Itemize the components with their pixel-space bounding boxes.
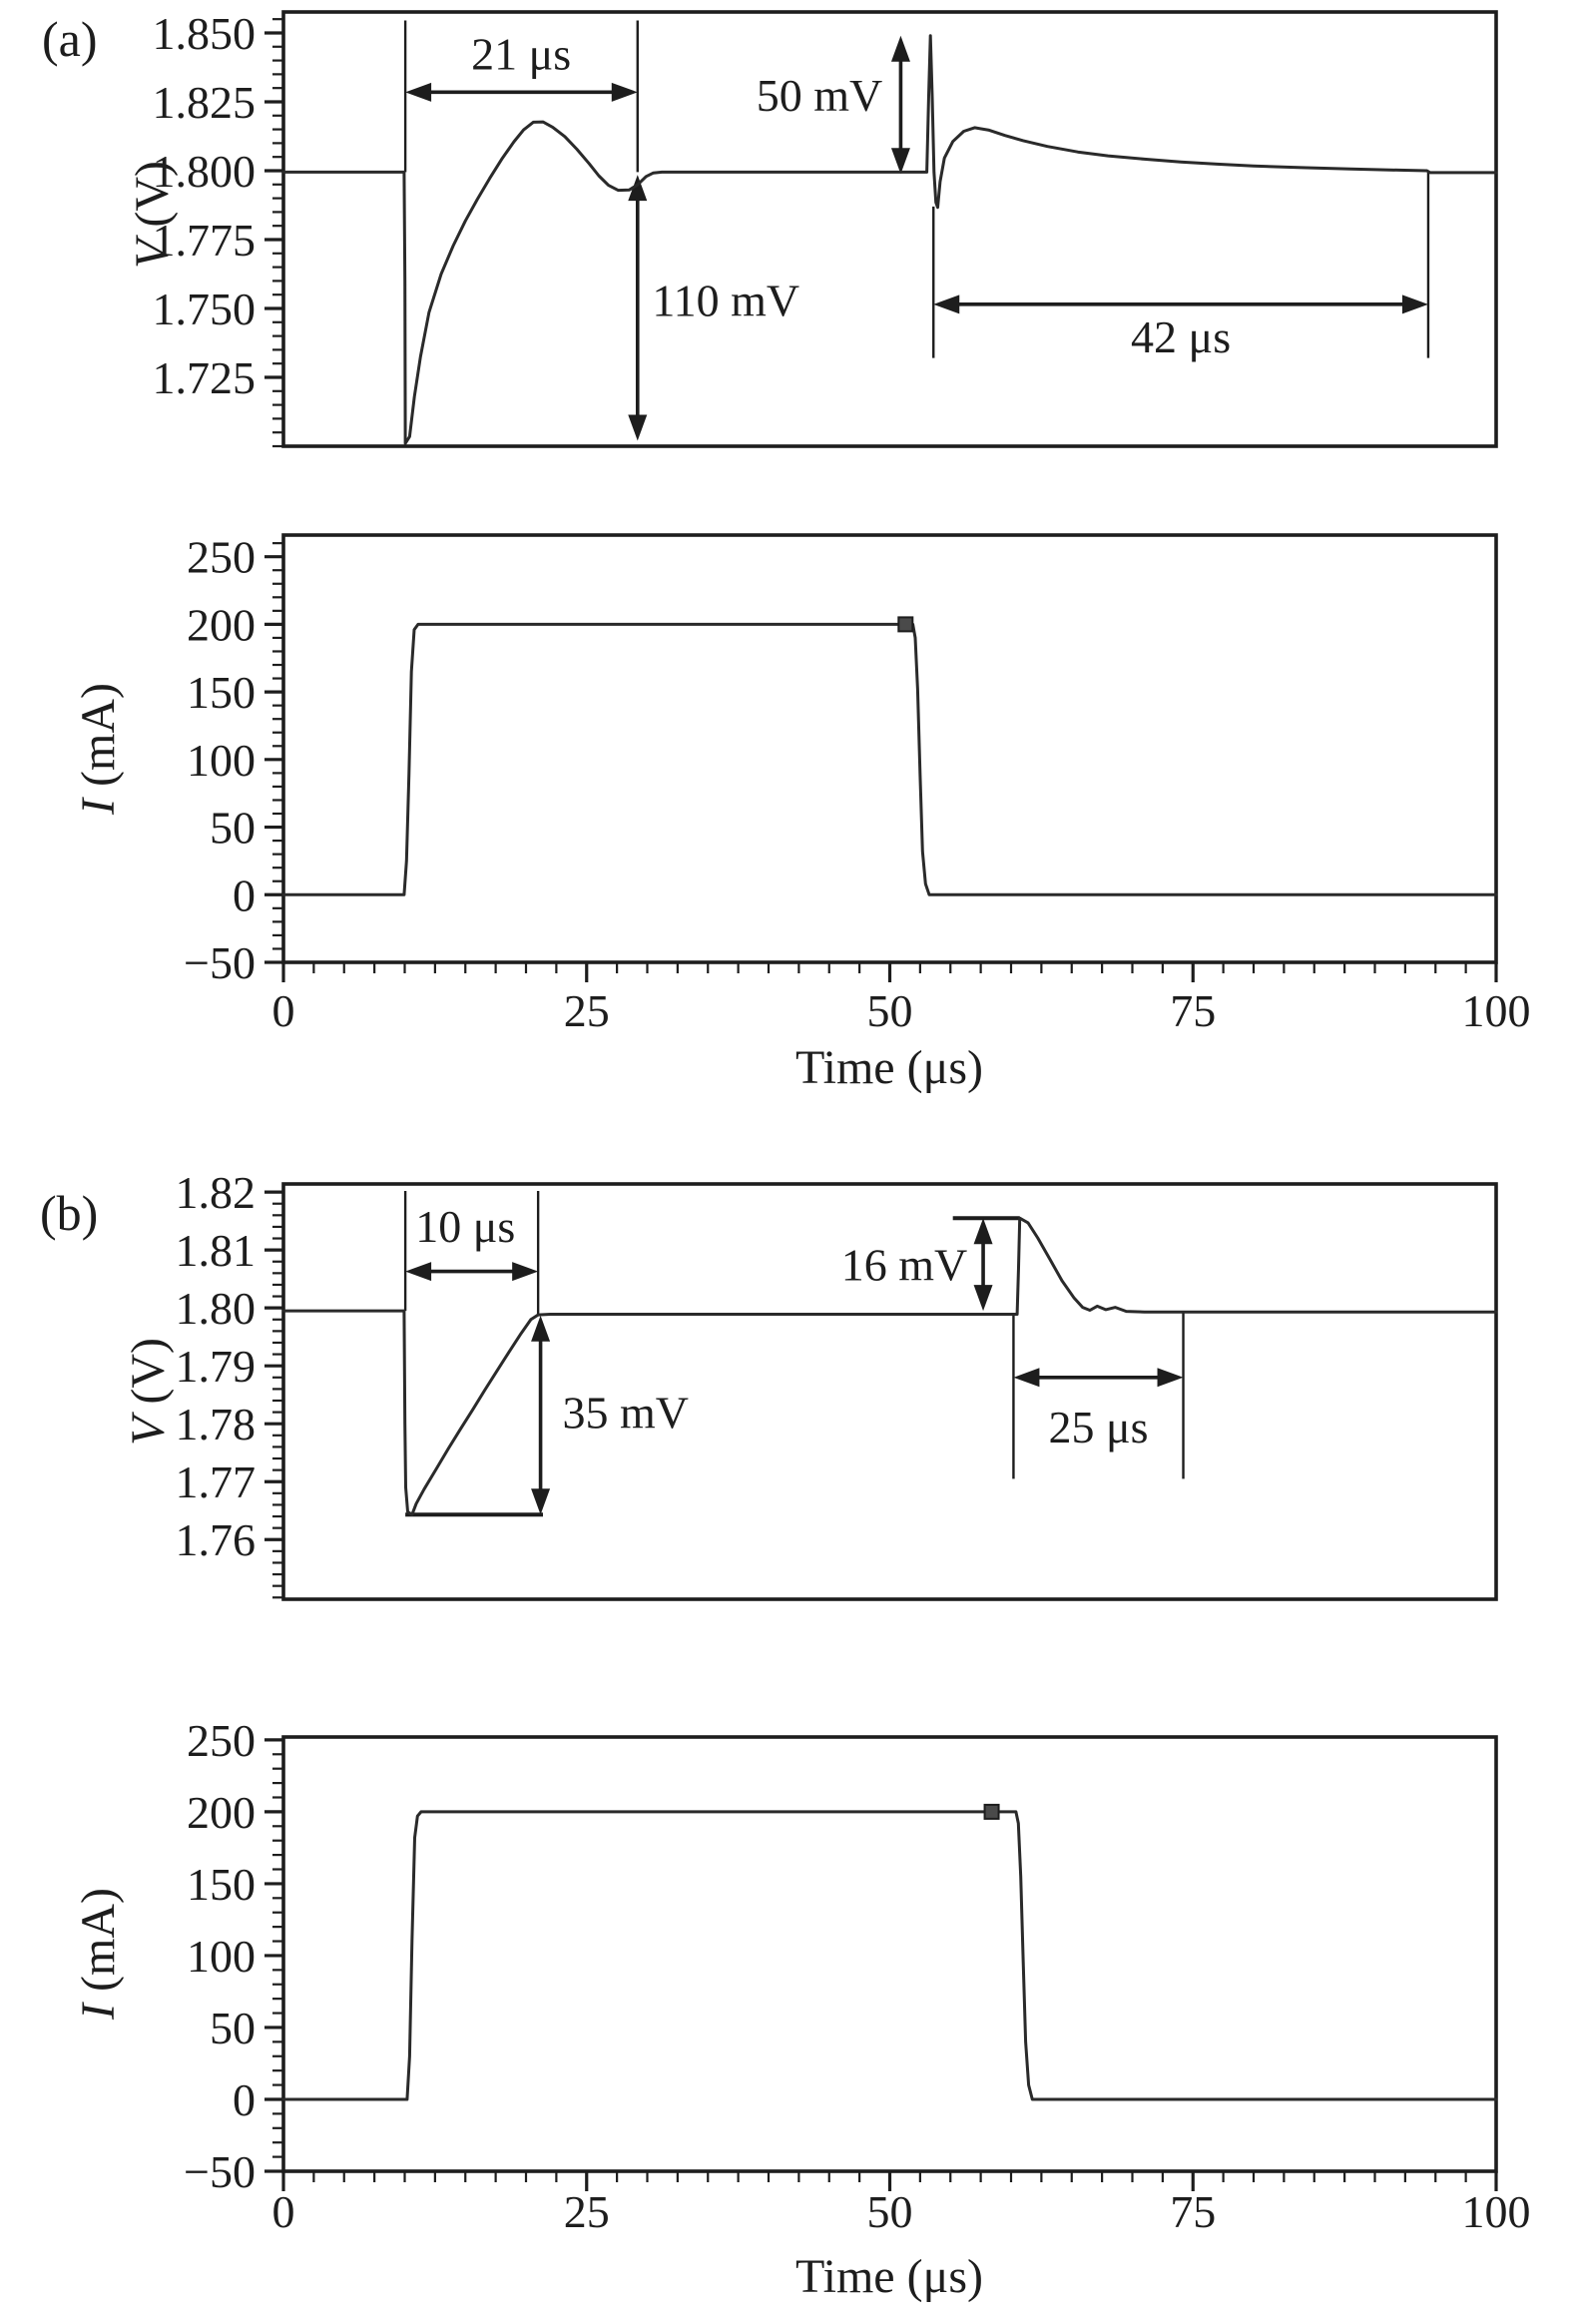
panel-b-current-plot-y-tick-label: 150 bbox=[187, 1859, 256, 1910]
arrowhead bbox=[973, 1285, 993, 1312]
panel-a-voltage-plot-annotation-text: 21 μs bbox=[471, 29, 571, 80]
panel-a-current-plot-y-tick-label: −50 bbox=[184, 937, 256, 988]
panel-a-voltage-plot-y-tick-label: 1.850 bbox=[153, 8, 257, 59]
panel-b-current-plot-y-tick-label: −50 bbox=[184, 2146, 256, 2197]
panel-b-current-plot-y-tick-label: 200 bbox=[187, 1787, 256, 1838]
panel-a-voltage-plot-y-tick-label: 1.775 bbox=[153, 215, 257, 266]
panel-a-voltage-plot: 1.850 1.825 1.800 1.775 1.750 1.725 V (V) 21 μs… bbox=[126, 8, 1498, 448]
panel-a-current-plot-x-tick-label: 100 bbox=[1462, 985, 1531, 1036]
arrowhead bbox=[1013, 1368, 1040, 1388]
panel-a-voltage-plot-annotation-text: 110 mV bbox=[652, 276, 799, 326]
panel-a-current-plot-y-axis-title: I (mA) bbox=[72, 683, 125, 816]
panel-a-current-plot-y-axis-ticks bbox=[264, 542, 283, 964]
panel-b-voltage-plot-y-tick-label: 1.81 bbox=[176, 1225, 257, 1276]
panel-a-current-plot-x-tick-label: 50 bbox=[867, 985, 913, 1036]
panel-a-voltage-plot-annotations: 21 μs 110 mV 50 mV 42 μs bbox=[403, 20, 1430, 441]
arrowhead bbox=[973, 1218, 993, 1245]
panel-a-current-plot-y-tick-label: 250 bbox=[187, 532, 256, 583]
panel-b-voltage-plot: 1.82 1.81 1.80 1.79 1.78 1.77 1.76 V (V) 10 μs 35… bbox=[122, 1167, 1498, 1601]
panel-b-current-plot-y-tick-label: 250 bbox=[187, 1715, 256, 1766]
panel-b-current-plot-x-tick-label: 75 bbox=[1170, 2186, 1216, 2237]
panel-a-current-plot-x-axis-ticks bbox=[281, 962, 1498, 982]
panel-b-current-plot-y-tick-label: 100 bbox=[187, 1931, 256, 1982]
panel-a-current-plot-x-tick-label: 0 bbox=[272, 985, 295, 1036]
panel-b-voltage-plot-y-tick-label: 1.80 bbox=[176, 1283, 257, 1334]
panel-a-voltage-plot-y-tick-label: 1.800 bbox=[153, 146, 257, 197]
panel-b-current-plot-x-tick-label: 0 bbox=[272, 2186, 295, 2237]
panel-a-voltage-plot-y-axis-title: V (V) bbox=[126, 161, 179, 269]
arrowhead bbox=[531, 1488, 551, 1515]
arrowhead bbox=[1157, 1368, 1184, 1388]
panel-b-voltage-plot-y-tick-label: 1.77 bbox=[176, 1456, 257, 1507]
panel-a-current-plot: 250 200 150 100 50 0 −50 0 25 50 75 100 Time (μs) I (… bbox=[72, 532, 1531, 1094]
arrowhead bbox=[933, 294, 960, 314]
panel-b-current-plot-y-tick-label: 0 bbox=[233, 2074, 256, 2125]
panel-b-voltage-plot-annotation-text: 35 mV bbox=[562, 1388, 689, 1439]
arrowhead bbox=[531, 1315, 551, 1342]
arrowhead bbox=[512, 1262, 539, 1282]
panel-a-voltage-plot-y-axis-ticks bbox=[264, 18, 283, 448]
panel-b-voltage-plot-y-axis-ticks bbox=[264, 1190, 283, 1599]
panel-b-current-plot-x-tick-label: 100 bbox=[1462, 2186, 1531, 2237]
panel-a-current-plot-y-tick-label: 150 bbox=[187, 667, 256, 718]
panel-b-current-plot-x-tick-label: 50 bbox=[867, 2186, 913, 2237]
panel-b-current-plot-x-axis-ticks bbox=[281, 2171, 1498, 2191]
panel-b-current-plot-x-tick-label: 25 bbox=[564, 2186, 610, 2237]
panel-b-voltage-plot-y-tick-label: 1.82 bbox=[176, 1167, 257, 1218]
panel-b-current-plot-x-axis-title: Time (μs) bbox=[795, 2250, 983, 2303]
panel-b-label: (b) bbox=[40, 1185, 99, 1241]
panel-b-voltage-plot-trace bbox=[281, 1216, 1498, 1516]
panel-a-current-plot-y-tick-label: 0 bbox=[233, 870, 256, 920]
panel-b-current-plot-y-axis-title: I (mA) bbox=[72, 1888, 125, 2021]
panel-a-voltage-plot-trace bbox=[281, 34, 1498, 445]
panel-a-current-plot-y-tick-label: 200 bbox=[187, 599, 256, 650]
arrowhead bbox=[628, 414, 648, 441]
arrowhead bbox=[890, 148, 910, 175]
panel-a-voltage-plot-y-tick-label: 1.825 bbox=[153, 77, 257, 128]
panel-a-current-plot-y-tick-label: 100 bbox=[187, 735, 256, 786]
panel-a-current-plot-data-marker bbox=[897, 616, 914, 633]
panel-a-current-plot-x-tick-label: 25 bbox=[564, 985, 610, 1036]
panel-b-voltage-plot-y-tick-label: 1.79 bbox=[176, 1341, 257, 1392]
arrowhead bbox=[405, 82, 432, 102]
panel-a-current-plot-x-axis-title: Time (μs) bbox=[795, 1041, 983, 1094]
arrowhead bbox=[890, 35, 910, 62]
panel-a-voltage-plot-annotation-text: 50 mV bbox=[757, 70, 883, 121]
panel-a-voltage-plot-frame bbox=[281, 10, 1498, 448]
panel-b-voltage-plot-y-tick-label: 1.76 bbox=[176, 1514, 257, 1565]
arrowhead bbox=[405, 1262, 432, 1282]
panel-b-voltage-plot-y-tick-label: 1.78 bbox=[176, 1399, 257, 1450]
panel-b-voltage-plot-annotations: 10 μs 35 mV 16 mV 25 μs bbox=[403, 1190, 1185, 1517]
panel-a-voltage-plot-y-tick-label: 1.725 bbox=[153, 352, 257, 403]
panel-b-voltage-plot-annotation-text: 25 μs bbox=[1048, 1402, 1148, 1452]
panel-b-voltage-plot-y-axis-title: V (V) bbox=[122, 1338, 175, 1446]
arrowhead bbox=[628, 175, 648, 202]
panel-b-current-plot-y-tick-label: 50 bbox=[210, 2003, 256, 2053]
panel-b-current-plot-data-marker bbox=[983, 1803, 1000, 1820]
arrowhead bbox=[611, 82, 638, 102]
panel-b-current-plot-y-axis-ticks bbox=[264, 1738, 283, 2173]
panel-b-current-plot-trace bbox=[281, 1810, 1498, 2101]
panel-b-voltage-plot-frame bbox=[281, 1182, 1498, 1601]
panel-b-voltage-plot-annotation-text: 16 mV bbox=[841, 1240, 968, 1291]
panel-a-label: (a) bbox=[42, 11, 98, 67]
panel-a-voltage-plot-annotation-text: 42 μs bbox=[1131, 311, 1231, 362]
panel-b-voltage-plot-annotation-text: 10 μs bbox=[415, 1201, 515, 1252]
panel-a-voltage-plot-y-tick-label: 1.750 bbox=[153, 284, 257, 334]
panel-a-current-plot-x-tick-label: 75 bbox=[1170, 985, 1216, 1036]
panel-b-current-plot: 250 200 150 100 50 0 −50 0 25 50 75 100 Time (μs) I (… bbox=[72, 1715, 1531, 2303]
panel-a-current-plot-y-tick-label: 50 bbox=[210, 803, 256, 854]
arrowhead bbox=[1401, 294, 1428, 314]
